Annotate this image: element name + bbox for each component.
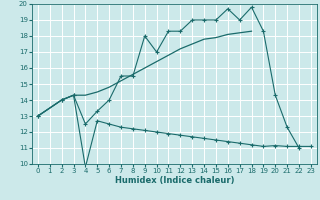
- X-axis label: Humidex (Indice chaleur): Humidex (Indice chaleur): [115, 176, 234, 185]
